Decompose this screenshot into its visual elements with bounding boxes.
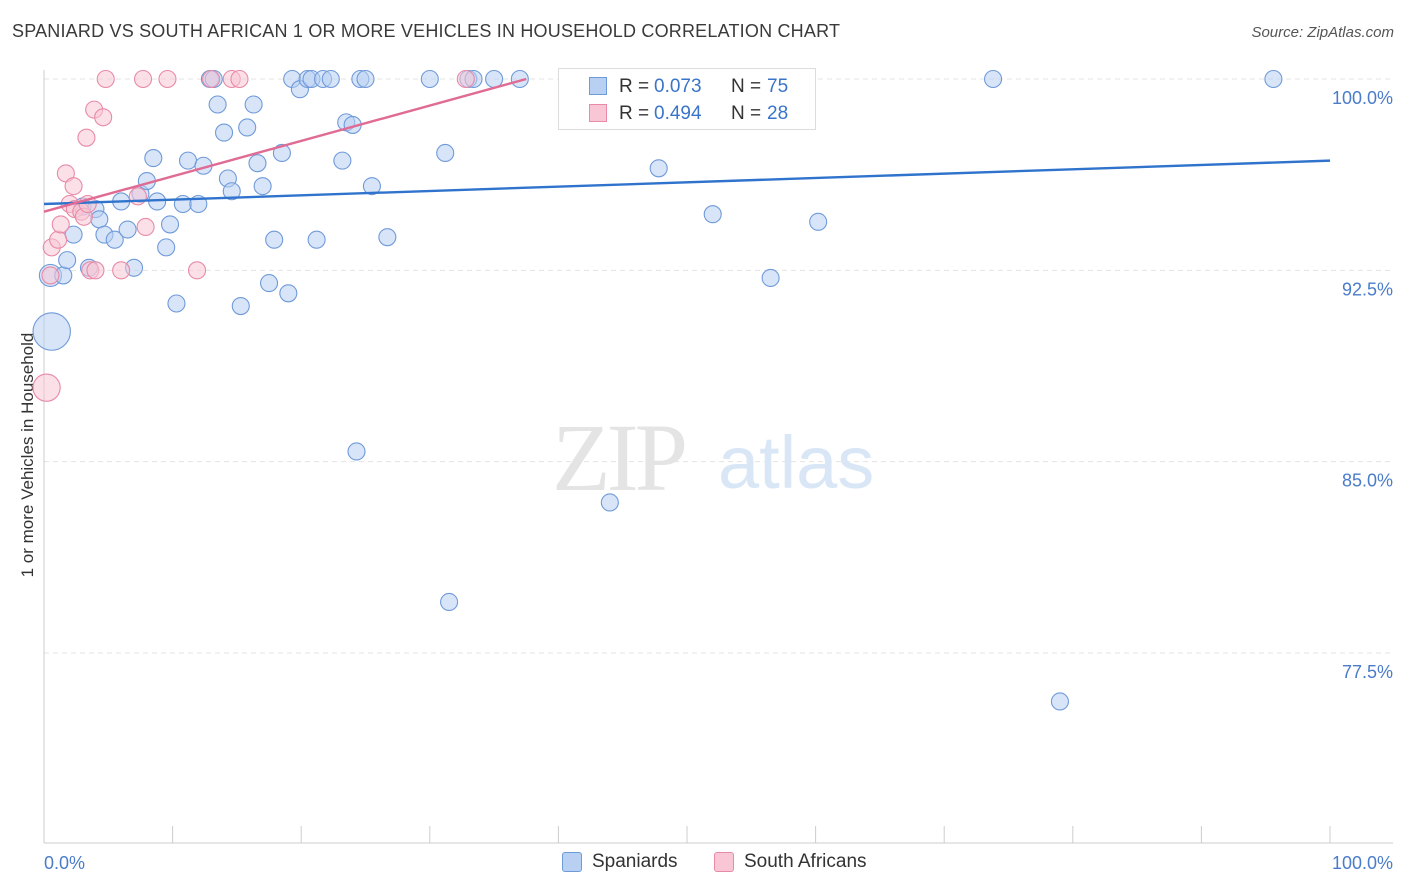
stats-n-value: 28	[767, 103, 789, 124]
spaniard-point	[222, 182, 241, 201]
south-african-point	[94, 108, 113, 127]
watermark-atlas: atlas	[718, 421, 874, 504]
spaniard-point	[436, 143, 455, 163]
spaniard-point	[253, 177, 272, 196]
spaniard-point	[600, 493, 619, 512]
spaniard-point	[1050, 692, 1069, 711]
spaniard-point	[333, 151, 352, 170]
spaniard-point	[58, 251, 77, 270]
spaniard-point	[321, 69, 340, 89]
south-african-point	[158, 69, 177, 89]
y-tick-label: 77.5%	[1342, 662, 1393, 682]
source-label: Source: ZipAtlas.com	[1251, 24, 1394, 41]
spaniard-point	[279, 284, 298, 303]
spaniard-point	[420, 69, 439, 89]
south-african-point	[51, 215, 70, 234]
spaniard-point	[703, 205, 722, 224]
spaniard-point	[378, 228, 397, 247]
stats-r-value: 0.494	[654, 103, 702, 124]
south-african-point	[64, 177, 83, 196]
spaniard-point	[485, 69, 504, 89]
axes	[43, 70, 1393, 844]
spaniard-point	[231, 296, 250, 316]
y-tick-label: 100.0%	[1332, 88, 1393, 108]
stats-n-label: N =	[731, 76, 762, 97]
legend-swatch-blue	[562, 852, 582, 872]
stats-row-south-africans: R = 0.494 N = 28	[559, 102, 815, 126]
spaniard-point	[208, 95, 227, 114]
stats-row-spaniards: R = 0.073 N = 75	[559, 75, 815, 99]
stats-r-label: R =	[619, 76, 650, 97]
stats-box: R = 0.073 N = 75 R = 0.494 N = 28	[558, 68, 816, 130]
south-african-point	[96, 69, 115, 89]
spaniard-point	[1264, 69, 1283, 89]
spaniard-point	[244, 95, 263, 114]
spaniard-point	[90, 210, 109, 229]
spaniard-trend-line	[43, 159, 1331, 206]
legend-label: South Africans	[744, 851, 867, 872]
spaniard-point	[118, 220, 137, 239]
x-tick-label: 0.0%	[44, 853, 85, 873]
south-african-point	[187, 261, 207, 280]
legend-item-spaniards[interactable]: Spaniards	[562, 851, 678, 873]
spaniard-point	[105, 230, 124, 249]
south-african-point	[49, 230, 68, 249]
x-tick-label: 100.0%	[1332, 853, 1393, 873]
south-african-point	[202, 69, 221, 89]
tick-labels: 100.0% 92.5% 85.0% 77.5% 0.0% 100.0%	[44, 88, 1393, 873]
south-african-trend-line	[43, 77, 527, 213]
spaniard-point	[356, 69, 375, 89]
spaniard-point	[265, 230, 284, 249]
south-african-point	[41, 266, 60, 285]
spaniard-point	[178, 151, 198, 170]
spaniard-point	[347, 442, 366, 461]
spaniard-point	[510, 69, 529, 89]
south-african-point	[456, 69, 475, 89]
south-african-point	[230, 69, 249, 89]
spaniard-point	[167, 294, 186, 313]
spaniard-point	[144, 149, 163, 168]
south-african-point	[112, 261, 131, 280]
chart-title: SPANIARD VS SOUTH AFRICAN 1 OR MORE VEHI…	[12, 21, 841, 41]
south-african-point	[86, 261, 105, 280]
spaniard-point	[160, 215, 180, 234]
spaniard-point	[238, 118, 257, 137]
spaniard-point	[984, 69, 1003, 89]
spaniard-point	[649, 159, 668, 178]
stats-n-label: N =	[731, 103, 762, 124]
spaniard-point	[761, 268, 780, 288]
spaniard-point	[440, 592, 459, 612]
south-african-point	[32, 373, 61, 402]
legend-swatch-pink	[714, 852, 734, 872]
stats-r-value: 0.073	[654, 76, 702, 97]
spaniard-point	[362, 177, 381, 196]
legend-label: Spaniards	[592, 851, 678, 872]
spaniard-point	[259, 274, 279, 293]
stats-n-value: 75	[767, 76, 789, 97]
legend-item-south-africans[interactable]: South Africans	[714, 851, 867, 873]
trend-lines	[43, 77, 1331, 213]
watermark: ZIP atlas	[552, 404, 874, 511]
south-african-point	[133, 69, 153, 89]
y-tick-label: 85.0%	[1342, 471, 1393, 491]
y-tick-label: 92.5%	[1342, 279, 1393, 299]
stats-r-label: R =	[619, 103, 650, 124]
stats-swatch-blue	[589, 77, 607, 95]
spaniard-point	[272, 143, 291, 163]
south-african-point	[136, 217, 155, 237]
spaniard-point	[307, 230, 326, 249]
spaniard-point	[214, 123, 234, 142]
stats-swatch-pink	[589, 104, 607, 122]
south-african-point	[77, 128, 96, 147]
watermark-zip: ZIP	[552, 404, 685, 511]
spaniard-point	[248, 154, 267, 173]
data-points	[32, 69, 1283, 711]
south-african-point	[128, 187, 147, 206]
spaniard-point	[157, 238, 176, 257]
spaniard-point	[809, 212, 828, 231]
spaniard-point	[32, 312, 71, 351]
